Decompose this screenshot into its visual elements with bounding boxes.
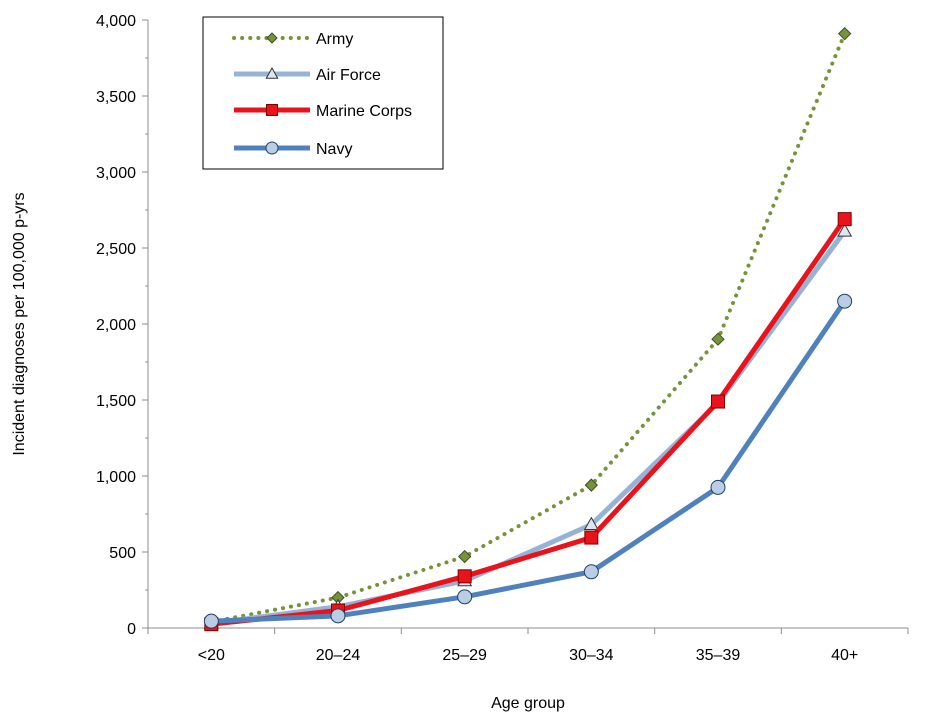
legend-marker	[266, 104, 278, 116]
x-tick-label: 30–34	[569, 647, 614, 664]
legend-label: Marine Corps	[316, 103, 412, 120]
x-axis-title: Age group	[491, 695, 565, 712]
x-tick-label: 20–24	[316, 647, 361, 664]
y-tick-label: 500	[109, 545, 136, 562]
legend-marker	[266, 32, 278, 44]
legend-item-navy: Navy	[234, 141, 352, 158]
legend-item-army: Army	[232, 31, 353, 48]
y-tick-label: 2,000	[96, 317, 136, 334]
y-axis-title: Incident diagnoses per 100,000 p-yrs	[11, 192, 28, 455]
y-tick-label: 1,000	[96, 469, 136, 486]
axes: 0 500 1,000 1,500 2,000 2,500 3,000 3,500 4,000 <…	[96, 13, 909, 664]
data-point-navy	[457, 589, 473, 605]
data-point-navy	[203, 613, 219, 629]
data-point-navy	[837, 293, 853, 309]
legend-box	[202, 16, 444, 170]
y-tick-label: 1,500	[96, 393, 136, 410]
data-point-navy	[710, 479, 726, 495]
legend-label: Army	[316, 31, 353, 48]
legend-item-marine-corps: Marine Corps	[234, 103, 412, 120]
data-point-marine-corps	[837, 212, 852, 227]
legend-marker	[265, 66, 279, 79]
x-tick-label: 25–29	[442, 647, 487, 664]
y-tick-label: 4,000	[96, 13, 136, 30]
series-navy	[203, 293, 853, 629]
x-tick-label: 40+	[831, 647, 858, 664]
data-point-navy	[583, 564, 599, 580]
data-point-army	[837, 26, 852, 41]
y-tick-label: 2,500	[96, 241, 136, 258]
data-point-marine-corps	[711, 394, 725, 409]
data-point-army	[457, 549, 472, 564]
y-tick-label: 0	[127, 621, 136, 638]
data-point-army	[711, 332, 725, 346]
legend-item-air-force: Air Force	[234, 66, 381, 84]
legend-marker	[265, 141, 279, 155]
series-line-navy	[211, 299, 847, 624]
legend-label: Navy	[316, 141, 352, 158]
series-line-air-force	[211, 229, 847, 626]
data-point-navy	[330, 608, 346, 624]
series-line-army	[209, 31, 847, 624]
series-layer	[203, 26, 853, 632]
series-air-force	[203, 223, 853, 629]
data-point-marine-corps	[584, 530, 599, 545]
data-point-army	[584, 478, 599, 492]
series-marine-corps	[204, 212, 852, 632]
y-tick-label: 3,500	[96, 89, 136, 106]
data-point-air-force	[583, 516, 599, 531]
data-point-air-force	[837, 223, 853, 237]
legend-label: Air Force	[316, 67, 381, 84]
y-tick-label: 3,000	[96, 165, 136, 182]
data-point-marine-corps	[457, 569, 472, 584]
series-line-marine-corps	[211, 217, 847, 627]
x-tick-label: <20	[198, 647, 225, 664]
legend: Army Air Force Marine Corps Navy	[202, 16, 444, 170]
x-tick-label: 35–39	[696, 647, 741, 664]
